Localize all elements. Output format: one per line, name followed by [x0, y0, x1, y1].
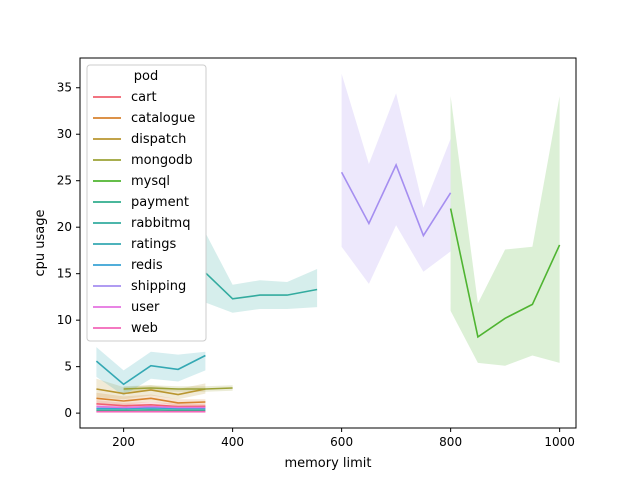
x-axis-ticks: 200 400 600 800 1000 [112, 428, 575, 449]
band-shipping [342, 74, 451, 284]
y-axis-ticks: 0 5 10 15 20 25 30 35 [57, 81, 80, 420]
legend: pod cart catalogue dispatch mongodb mysql pay… [87, 65, 206, 341]
y-tick-label: 35 [57, 81, 72, 95]
legend-label-redis: redis [131, 258, 163, 273]
legend-label-dispatch: dispatch [131, 132, 186, 147]
legend-label-user: user [131, 300, 160, 315]
legend-label-mysql: mysql [131, 174, 170, 189]
y-tick-label: 30 [57, 127, 72, 141]
x-tick-label: 1000 [544, 435, 575, 449]
legend-label-web: web [131, 321, 158, 336]
y-tick-label: 0 [64, 406, 72, 420]
legend-title: pod [134, 69, 158, 84]
y-tick-label: 25 [57, 174, 72, 188]
legend-label-cart: cart [131, 90, 157, 105]
y-axis-label: cpu usage [33, 209, 48, 276]
x-tick-label: 200 [112, 435, 135, 449]
legend-label-shipping: shipping [131, 279, 186, 294]
band-mysql [451, 96, 560, 366]
legend-label-payment: payment [131, 195, 189, 210]
legend-label-ratings: ratings [131, 237, 177, 252]
series-line-user [96, 407, 205, 408]
x-tick-label: 600 [330, 435, 353, 449]
legend-label-rabbitmq: rabbitmq [131, 216, 190, 231]
x-tick-label: 400 [221, 435, 244, 449]
x-axis-label: memory limit [284, 456, 371, 471]
y-tick-label: 5 [64, 360, 72, 374]
y-tick-label: 20 [57, 220, 72, 234]
x-tick-label: 800 [439, 435, 462, 449]
y-tick-label: 10 [57, 313, 72, 327]
legend-label-mongodb: mongodb [131, 153, 193, 168]
band-rabbitmq [205, 233, 317, 313]
legend-label-catalogue: catalogue [131, 111, 195, 126]
y-tick-label: 15 [57, 267, 72, 281]
